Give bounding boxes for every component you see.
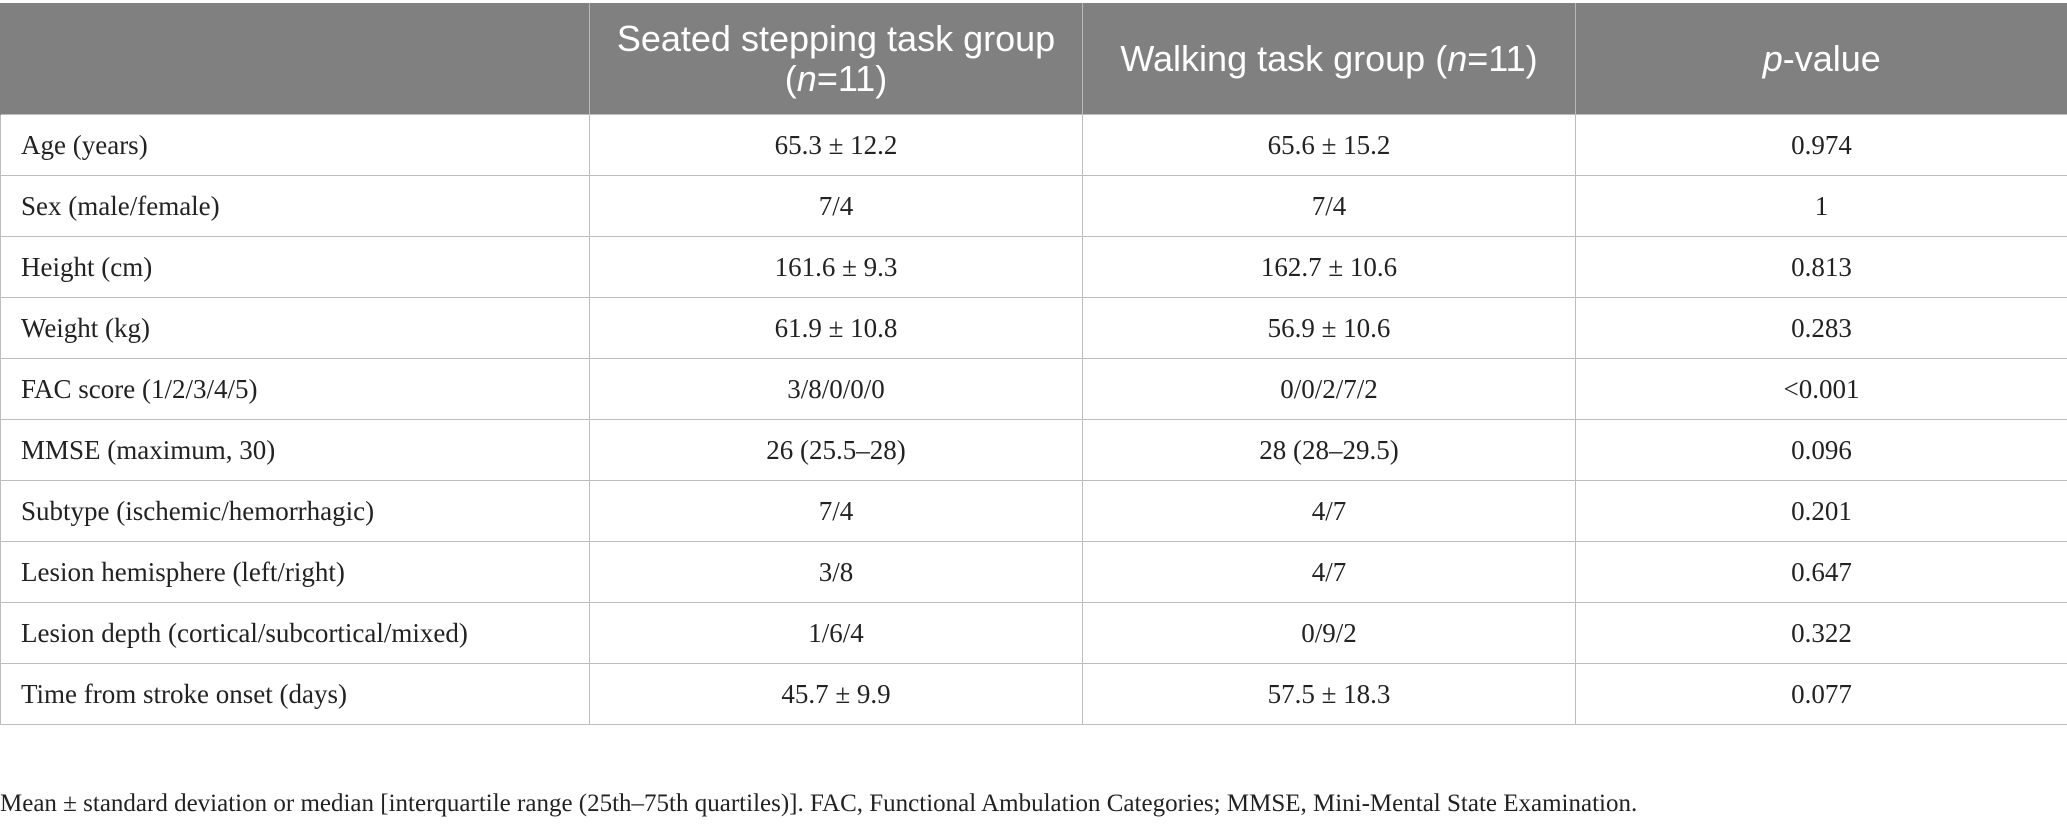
walking-value: 28 (28–29.5) (1082, 419, 1576, 481)
seated-value: 3/8 (589, 541, 1083, 603)
seated-value: 7/4 (589, 480, 1083, 542)
seated-value: 7/4 (589, 175, 1083, 237)
p-value: 0.077 (1575, 663, 2067, 725)
walking-value: 4/7 (1082, 541, 1576, 603)
table-row: Weight (kg) 61.9 ± 10.8 56.9 ± 10.6 0.28… (0, 297, 2067, 359)
row-label: MMSE (maximum, 30) (0, 419, 590, 481)
row-label: FAC score (1/2/3/4/5) (0, 358, 590, 420)
table-row: Age (years) 65.3 ± 12.2 65.6 ± 15.2 0.97… (0, 114, 2067, 176)
p-value: 0.647 (1575, 541, 2067, 603)
walking-value: 57.5 ± 18.3 (1082, 663, 1576, 725)
table-row: Subtype (ischemic/hemorrhagic) 7/4 4/7 0… (0, 480, 2067, 542)
p-value: 0.283 (1575, 297, 2067, 359)
row-label: Subtype (ischemic/hemorrhagic) (0, 480, 590, 542)
table-row: Height (cm) 161.6 ± 9.3 162.7 ± 10.6 0.8… (0, 236, 2067, 298)
walking-value: 0/0/2/7/2 (1082, 358, 1576, 420)
table-row: Time from stroke onset (days) 45.7 ± 9.9… (0, 663, 2067, 725)
table-header-row: Seated stepping task group (n=11) Walkin… (0, 3, 2067, 115)
p-value: 0.322 (1575, 602, 2067, 664)
header-seated-group: Seated stepping task group (n=11) (589, 3, 1083, 115)
seated-value: 161.6 ± 9.3 (589, 236, 1083, 298)
row-label: Lesion depth (cortical/subcortical/mixed… (0, 602, 590, 664)
header-p-value: p-value (1575, 3, 2067, 115)
p-value: 0.974 (1575, 114, 2067, 176)
row-label: Lesion hemisphere (left/right) (0, 541, 590, 603)
p-value: 0.096 (1575, 419, 2067, 481)
walking-value: 162.7 ± 10.6 (1082, 236, 1576, 298)
table-row: Lesion depth (cortical/subcortical/mixed… (0, 602, 2067, 664)
row-label: Time from stroke onset (days) (0, 663, 590, 725)
header-variable (0, 3, 590, 115)
row-label: Weight (kg) (0, 297, 590, 359)
header-walking-group: Walking task group (n=11) (1082, 3, 1576, 115)
p-value: <0.001 (1575, 358, 2067, 420)
walking-value: 4/7 (1082, 480, 1576, 542)
table-row: FAC score (1/2/3/4/5) 3/8/0/0/0 0/0/2/7/… (0, 358, 2067, 420)
walking-value: 65.6 ± 15.2 (1082, 114, 1576, 176)
row-label: Height (cm) (0, 236, 590, 298)
seated-value: 61.9 ± 10.8 (589, 297, 1083, 359)
walking-value: 56.9 ± 10.6 (1082, 297, 1576, 359)
walking-value: 7/4 (1082, 175, 1576, 237)
p-value: 0.813 (1575, 236, 2067, 298)
table-row: Sex (male/female) 7/4 7/4 1 (0, 175, 2067, 237)
seated-value: 65.3 ± 12.2 (589, 114, 1083, 176)
seated-value: 45.7 ± 9.9 (589, 663, 1083, 725)
table-row: Lesion hemisphere (left/right) 3/8 4/7 0… (0, 541, 2067, 603)
seated-value: 26 (25.5–28) (589, 419, 1083, 481)
row-label: Age (years) (0, 114, 590, 176)
demographics-table-container: Seated stepping task group (n=11) Walkin… (0, 3, 2067, 725)
p-value: 1 (1575, 175, 2067, 237)
table-footnote: Mean ± standard deviation or median [int… (0, 790, 1638, 817)
walking-value: 0/9/2 (1082, 602, 1576, 664)
p-value: 0.201 (1575, 480, 2067, 542)
seated-value: 1/6/4 (589, 602, 1083, 664)
table-row: MMSE (maximum, 30) 26 (25.5–28) 28 (28–2… (0, 419, 2067, 481)
demographics-table: Seated stepping task group (n=11) Walkin… (0, 3, 2067, 725)
seated-value: 3/8/0/0/0 (589, 358, 1083, 420)
row-label: Sex (male/female) (0, 175, 590, 237)
